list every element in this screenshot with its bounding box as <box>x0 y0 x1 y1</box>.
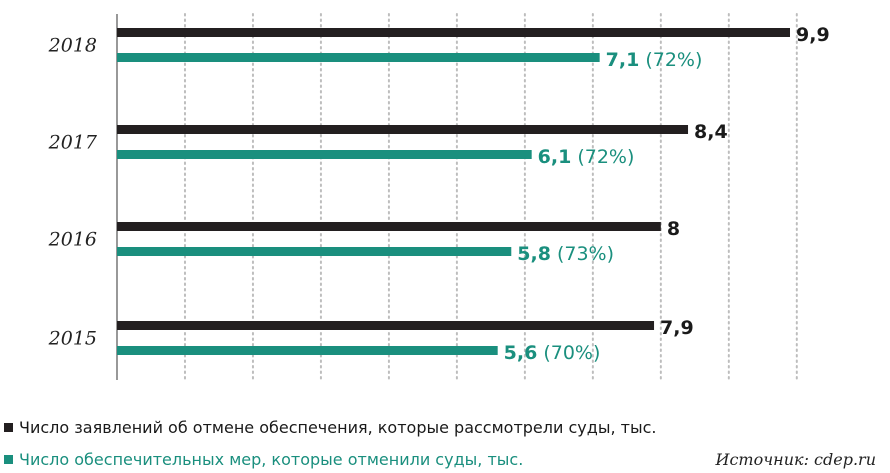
gridlines <box>183 13 798 381</box>
year-label: 2018 <box>48 35 97 57</box>
legend-label-applications: Число заявлений об отмене обеспечения, к… <box>19 418 657 437</box>
bar-applications <box>117 28 790 37</box>
legend-swatch-green <box>4 455 13 464</box>
value-label-cancelled: 5,6 (70%) <box>504 342 601 364</box>
value-label-cancelled: 7,1 (72%) <box>606 49 703 71</box>
legend-swatch-black <box>4 423 13 432</box>
legend-label-cancelled: Число обеспечительных мер, которые отмен… <box>19 450 524 469</box>
value-label-cancelled: 5,8 (73%) <box>517 243 614 265</box>
legend-item-applications: Число заявлений об отмене обеспечения, к… <box>4 418 656 437</box>
year-label: 2015 <box>48 328 97 350</box>
bar-cancelled <box>117 247 512 256</box>
bar-cancelled <box>117 150 532 159</box>
bar-applications <box>117 125 689 134</box>
bar-cancelled <box>117 346 498 355</box>
bar-cancelled <box>117 53 600 62</box>
value-label-applications: 8,4 <box>694 121 728 143</box>
value-label-applications: 8 <box>667 218 680 240</box>
source-note: Источник: cdep.ru <box>715 450 877 469</box>
year-labels: 2018 2017 2016 2015 <box>48 35 98 350</box>
legend-item-cancelled: Число обеспечительных мер, которые отмен… <box>4 450 523 469</box>
value-labels: 9,9 7,1 (72%) 8,4 6,1 (72%) 8 5,8 (73%) 7,9 5,6 (70… <box>504 24 830 364</box>
value-label-applications: 7,9 <box>660 317 694 339</box>
bars <box>117 28 790 355</box>
year-label: 2017 <box>48 132 98 154</box>
value-label-applications: 9,9 <box>796 24 830 46</box>
bar-chart: 9,9 7,1 (72%) 8,4 6,1 (72%) 8 5,8 (73%) 7,9 5,6 (70… <box>48 13 830 381</box>
bar-applications <box>117 222 661 231</box>
value-label-cancelled: 6,1 (72%) <box>538 146 635 168</box>
year-label: 2016 <box>48 229 97 251</box>
bar-applications <box>117 321 655 330</box>
